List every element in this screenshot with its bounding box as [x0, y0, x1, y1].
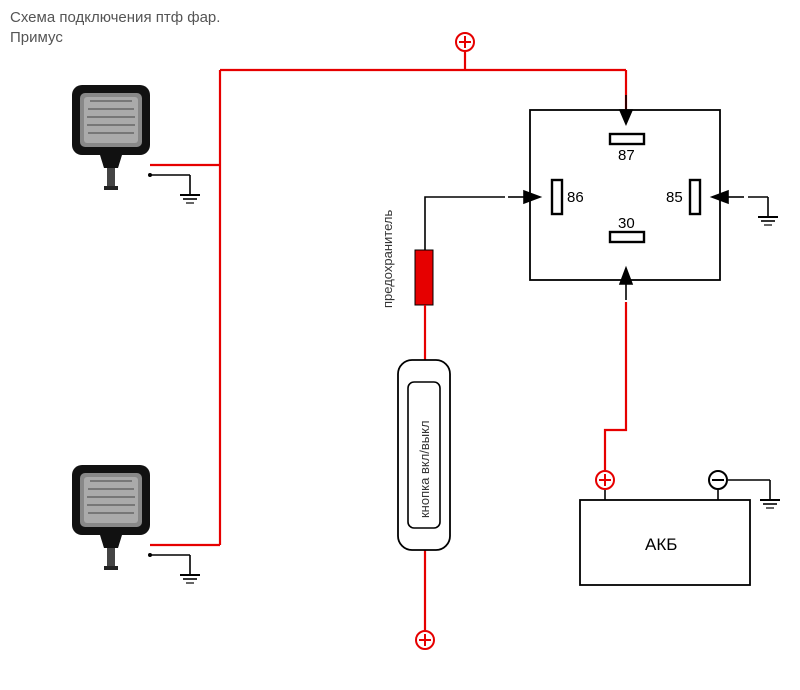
fog-lamp-2: [72, 465, 200, 583]
schematic-svg: 87 86 85 30: [0, 0, 800, 690]
relay: 87 86 85 30: [508, 95, 744, 300]
fuse: [415, 250, 433, 305]
battery-label: АКБ: [645, 535, 677, 554]
relay-pin-86-label: 86: [567, 189, 584, 206]
relay-85-ground: [748, 197, 778, 225]
battery-plus-icon: [596, 471, 614, 489]
fuse-label: предохранитель: [380, 210, 395, 308]
plus-terminal-bottom: [416, 631, 434, 649]
relay-pin-85-label: 85: [666, 189, 683, 206]
wire-30-to-batt: [605, 302, 626, 470]
plus-terminal-top: [456, 33, 474, 51]
battery-minus-icon: [709, 471, 727, 489]
switch-button: кнопка вкл/выкл: [398, 360, 450, 550]
relay-pin-87-label: 87: [618, 147, 635, 164]
control-wire: [415, 197, 505, 630]
battery: АКБ: [580, 480, 780, 585]
diagram-canvas: Схема подключения птф фар. Примус: [0, 0, 800, 690]
button-label: кнопка вкл/выкл: [417, 420, 432, 518]
relay-pin-30-label: 30: [618, 215, 635, 232]
fog-lamp-1: [72, 85, 200, 203]
